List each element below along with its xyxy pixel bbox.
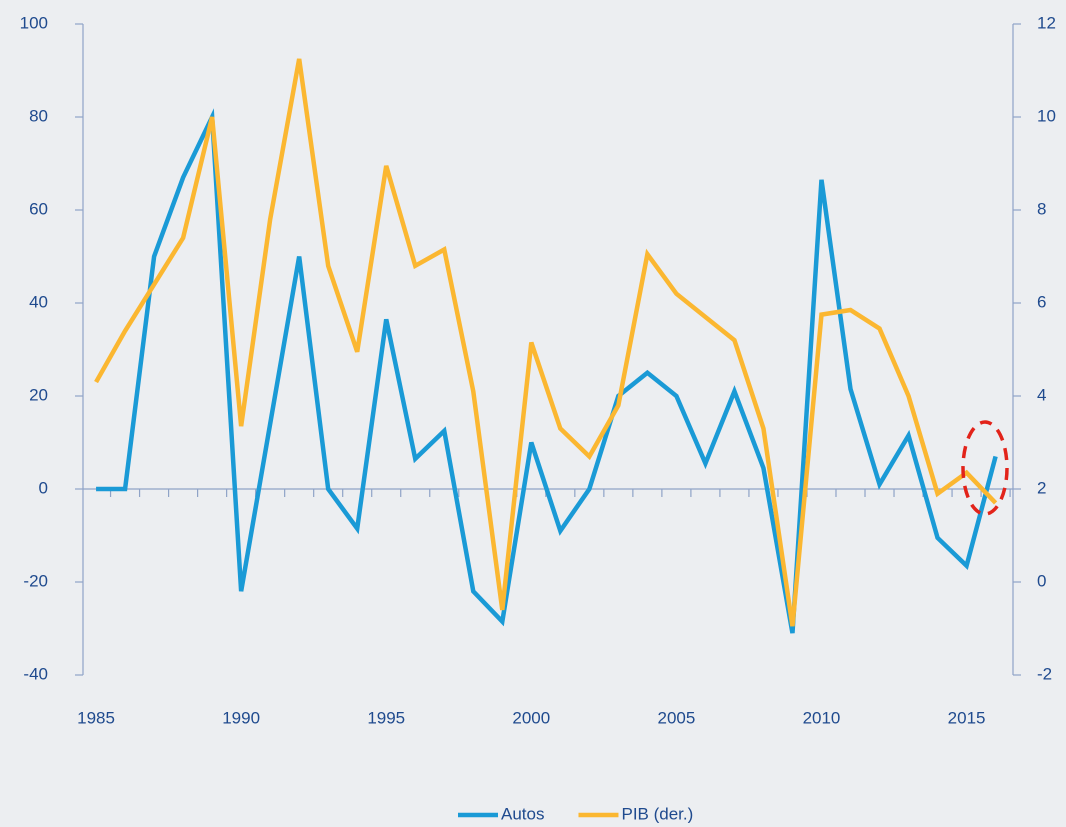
y2-tick-label: -2: [1037, 664, 1052, 683]
series-line: [94, 58, 998, 627]
legend-label: Autos: [501, 804, 544, 823]
y-tick-label: 60: [29, 199, 48, 218]
legend-label: PIB (der.): [621, 804, 693, 823]
y2-tick-label: 2: [1037, 478, 1046, 497]
y-tick-label: -20: [23, 571, 48, 590]
y-tick-label: -40: [23, 664, 48, 683]
x-tick-label: 2005: [657, 708, 695, 727]
highlight-ellipse: [961, 420, 1009, 516]
x-tick-label: 1995: [367, 708, 405, 727]
x-tick-label: 1985: [77, 708, 115, 727]
y2-tick-label: 0: [1037, 571, 1046, 590]
y2-tick-label: 10: [1037, 106, 1056, 125]
y-tick-label: 80: [29, 106, 48, 125]
x-tick-label: 1990: [222, 708, 260, 727]
x-tick-label: 2010: [803, 708, 841, 727]
y2-tick-label: 4: [1037, 385, 1046, 404]
y-tick-label: 100: [20, 13, 48, 32]
y2-tick-label: 8: [1037, 199, 1046, 218]
y-tick-label: 40: [29, 292, 48, 311]
y2-tick-label: 6: [1037, 292, 1046, 311]
y-tick-label: 0: [39, 478, 48, 497]
x-tick-label: 2015: [948, 708, 986, 727]
series-line: [96, 108, 998, 634]
x-tick-label: 2000: [512, 708, 550, 727]
y2-tick-label: 12: [1037, 13, 1056, 32]
y-tick-label: 20: [29, 385, 48, 404]
